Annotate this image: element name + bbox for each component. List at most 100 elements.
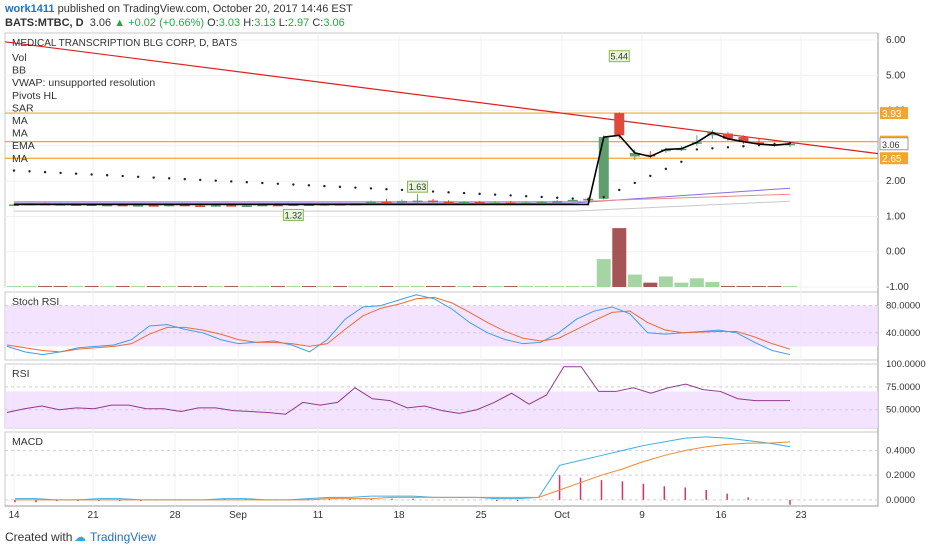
sar-dot (152, 176, 155, 179)
volume-bar (534, 286, 549, 287)
indicator-tick-label: 75.0000 (886, 382, 920, 393)
sar-dot (649, 174, 652, 178)
volume-bar (596, 259, 611, 287)
sar-dot (664, 167, 668, 171)
volume-bar (550, 286, 565, 287)
indicator-tick-label: 100.0000 (886, 359, 926, 370)
price-tick-label: 6.00 (886, 35, 906, 46)
volume-bar (379, 286, 394, 287)
volume-bar (767, 286, 782, 287)
candle-body (133, 205, 144, 207)
candle-body (226, 205, 237, 207)
price-tick-label: 5.00 (886, 70, 906, 81)
tradingview-link[interactable]: TradingView (90, 530, 157, 544)
sar-dot (90, 173, 93, 176)
candle-body (210, 205, 221, 207)
candle-body (474, 201, 485, 204)
indicator-legend-item: SAR (12, 102, 34, 114)
sar-dot (571, 197, 574, 200)
volume-bar (689, 278, 704, 287)
volume-bar (426, 286, 441, 287)
level-price-tag (880, 107, 908, 120)
volume-bar (208, 286, 223, 287)
sar-dot (788, 141, 792, 145)
candle-body (195, 205, 206, 208)
last-price-tag (879, 137, 909, 151)
volume-bar (472, 286, 487, 287)
candle-body (164, 204, 175, 207)
sar-dot (168, 177, 171, 180)
volume-bar (193, 286, 208, 287)
pivot-label: 1.32 (285, 210, 303, 220)
sar-dot (695, 148, 699, 151)
sar-dot (773, 142, 776, 146)
volume-bar (720, 286, 735, 287)
volume-bar (395, 286, 409, 287)
candle-body (257, 204, 268, 207)
indicator-band (5, 305, 878, 347)
volume-bar (69, 286, 84, 287)
indicator-title: Stoch RSI (12, 296, 59, 308)
indicator-legend-item: EMA (12, 140, 35, 152)
candle-body (272, 204, 283, 207)
candle-body (707, 132, 718, 136)
pivot-label-box (407, 180, 429, 193)
candle-body (567, 199, 578, 202)
volume-bar (270, 286, 285, 287)
candle-body (179, 204, 190, 207)
time-tick-label: 9 (639, 510, 645, 521)
trend-line (4, 41, 879, 155)
indicator-legend-item: MA (12, 153, 28, 165)
volume-bar (131, 286, 146, 287)
candle-body (521, 202, 532, 204)
candle-body (598, 137, 609, 199)
volume-bar (255, 286, 270, 287)
volume-bar (783, 286, 797, 287)
pivot-label-box (608, 50, 630, 63)
pivot-label: 5.44 (611, 52, 629, 62)
sar-dot (59, 171, 62, 175)
candle-body (397, 200, 407, 203)
sar-dot (587, 198, 590, 201)
chart-header: work1411 published on TradingView.com, O… (0, 0, 932, 32)
sar-dot (478, 192, 481, 196)
sar-dot (199, 178, 202, 182)
tradingview-logo-icon: ☁ (74, 530, 86, 544)
candle-body (614, 113, 625, 136)
sar-dot (462, 191, 466, 195)
stoch-k-line (6, 294, 791, 356)
sar-dot (556, 196, 559, 199)
candle-body (645, 154, 656, 157)
volume-bar (348, 286, 363, 287)
author-link[interactable]: work1411 (5, 3, 55, 15)
volume-bar (705, 282, 720, 287)
indicator-band (5, 391, 878, 428)
sar-dot (292, 183, 295, 186)
price-tick-label: -1.00 (886, 282, 909, 293)
volume-bar (627, 274, 642, 287)
time-tick-label: 25 (475, 510, 487, 521)
volume-bar (177, 286, 192, 287)
indicator-tick-label: 80.0000 (886, 301, 920, 312)
sar-dot (121, 174, 124, 178)
sar-dot (105, 174, 109, 177)
sar-dot (245, 181, 248, 184)
sar-dot (230, 180, 233, 183)
volume-bar (100, 286, 115, 287)
volume-bar (301, 286, 316, 287)
sar-dot (400, 188, 404, 192)
indicator-title: MACD (12, 436, 43, 448)
sar-dot (757, 143, 761, 147)
volume-bar (565, 286, 580, 287)
chart-area[interactable]: 142128Sep111825Oct916236.005.004.003.002… (0, 0, 932, 522)
indicator-legend-item: Pivots HL (12, 90, 57, 102)
sar-dot (726, 146, 730, 149)
sar-dot (307, 184, 311, 187)
volume-bar (519, 286, 534, 287)
indicator-legend-item: BB (12, 65, 26, 77)
sar-dot (28, 170, 31, 173)
created-with-label: Created with (5, 530, 73, 544)
level-price-label: 3.93 (882, 109, 902, 120)
candle-body (490, 202, 501, 204)
volume-bar (224, 286, 239, 287)
